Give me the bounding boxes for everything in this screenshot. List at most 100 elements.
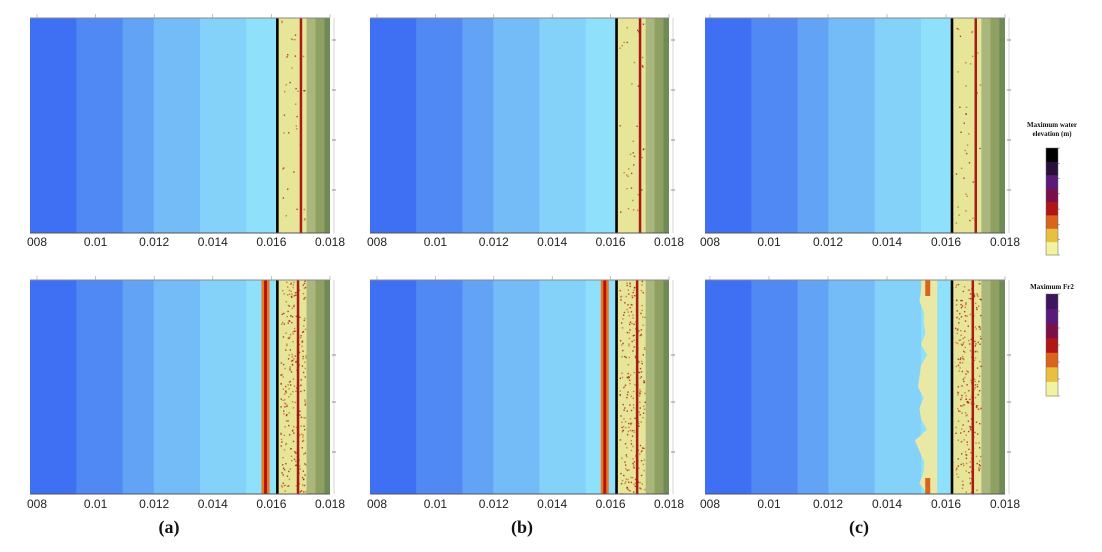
- speckle: [621, 376, 624, 379]
- speckle: [288, 434, 291, 436]
- speckle: [619, 377, 621, 380]
- water-band: [890, 280, 907, 494]
- speckle: [620, 211, 622, 213]
- speckle: [286, 281, 288, 284]
- speckle: [960, 306, 963, 309]
- speckle: [291, 296, 293, 299]
- speckle: [963, 430, 965, 433]
- speckle: [643, 380, 645, 382]
- speckle: [966, 441, 968, 443]
- speckle: [974, 345, 977, 347]
- speckle: [622, 425, 625, 428]
- speckle: [638, 371, 641, 374]
- speckle: [622, 429, 625, 432]
- panel-label-b: (b): [511, 517, 533, 538]
- speckle: [965, 302, 967, 304]
- speckle: [304, 399, 306, 401]
- speckle: [961, 440, 963, 443]
- speckle: [294, 34, 297, 36]
- speckle: [630, 476, 632, 479]
- speckle: [978, 280, 981, 282]
- speckle: [628, 168, 630, 170]
- speckle: [280, 374, 282, 376]
- speckle: [971, 31, 973, 34]
- speckle: [299, 384, 302, 387]
- speckle: [634, 482, 637, 484]
- speckle: [291, 316, 294, 318]
- speckle: [286, 405, 288, 408]
- speckle: [977, 467, 980, 469]
- speckle: [978, 469, 980, 471]
- speckle: [964, 320, 967, 322]
- speckle: [638, 467, 640, 470]
- speckle: [960, 299, 962, 302]
- speckle: [964, 149, 966, 152]
- speckle: [956, 316, 958, 319]
- speckle: [963, 336, 966, 339]
- speckle: [300, 433, 303, 435]
- speckle: [633, 491, 635, 493]
- speckle: [962, 343, 964, 345]
- speckle: [979, 147, 981, 150]
- speckle: [969, 398, 971, 401]
- speckle: [284, 490, 286, 492]
- speckle: [304, 452, 306, 454]
- speckle: [621, 344, 623, 346]
- colorbar-segment: [1046, 228, 1058, 243]
- speckle: [282, 376, 284, 378]
- speckle: [960, 131, 962, 134]
- speckle: [302, 284, 305, 286]
- land-band: [324, 280, 330, 494]
- speckle: [304, 417, 307, 419]
- speckle: [642, 66, 644, 68]
- water-band: [45, 18, 62, 233]
- speckle: [630, 187, 633, 189]
- water-band: [735, 280, 752, 494]
- speckle: [623, 409, 625, 411]
- speckle: [620, 482, 623, 485]
- water-band: [416, 18, 433, 233]
- speckle: [644, 316, 646, 319]
- speckle: [290, 38, 293, 40]
- speckle: [954, 327, 957, 330]
- speckle: [641, 280, 644, 283]
- speckle: [283, 132, 285, 134]
- speckle: [965, 85, 967, 87]
- speckle: [643, 381, 645, 384]
- speckle: [640, 376, 643, 378]
- x-tick-label: 0.014: [198, 497, 228, 511]
- speckle: [639, 481, 641, 484]
- speckle: [285, 390, 287, 392]
- speckle: [303, 298, 305, 300]
- speckle: [625, 454, 628, 456]
- speckle: [963, 310, 966, 313]
- speckle: [628, 422, 630, 425]
- speckle: [288, 337, 290, 340]
- speckle: [633, 287, 636, 289]
- speckle: [629, 404, 631, 406]
- speckle: [640, 460, 643, 462]
- shoreline: [615, 280, 618, 494]
- speckle: [304, 367, 306, 370]
- speckle: [634, 417, 636, 420]
- speckle: [622, 386, 625, 389]
- speckle: [627, 376, 630, 378]
- speckle: [303, 219, 306, 221]
- water-band: [122, 280, 139, 494]
- speckle: [963, 464, 965, 467]
- speckle: [284, 426, 286, 428]
- speckle: [632, 397, 634, 400]
- water-band: [585, 18, 602, 233]
- speckle: [289, 283, 292, 286]
- speckle: [965, 457, 968, 460]
- speckle: [282, 197, 285, 199]
- speckle: [627, 289, 629, 291]
- speckle: [619, 47, 621, 49]
- speckle: [976, 489, 978, 491]
- speckle: [634, 384, 636, 386]
- speckle: [636, 29, 639, 32]
- speckle: [295, 294, 297, 296]
- speckle: [639, 444, 642, 447]
- speckle: [644, 401, 646, 404]
